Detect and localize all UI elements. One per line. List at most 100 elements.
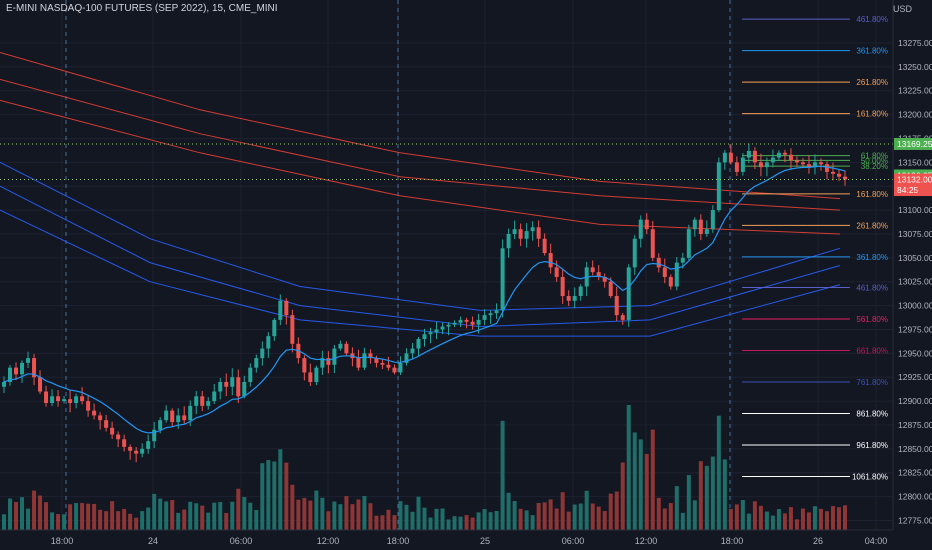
- candle-body: [44, 391, 49, 403]
- candle-body: [776, 152, 781, 158]
- price-tick-label: 13225.00: [898, 86, 932, 96]
- volume-bar: [752, 501, 757, 530]
- volume-bar: [620, 462, 625, 530]
- fib-level-label: 361.80%: [856, 253, 888, 262]
- candle-body: [740, 157, 745, 172]
- price-label-badge: [894, 137, 932, 150]
- candle-body: [470, 321, 475, 325]
- candle-body: [26, 358, 31, 363]
- volume-bar: [230, 501, 235, 530]
- red-band-line: [0, 52, 841, 200]
- candle-body: [524, 231, 529, 239]
- candle-body: [806, 164, 811, 168]
- volume-bar: [134, 517, 139, 530]
- volume-bar: [26, 508, 31, 530]
- candle-body: [680, 257, 685, 263]
- candle-body: [230, 377, 235, 387]
- volume-bar: [836, 507, 841, 530]
- price-axis[interactable]: 13275.0013250.0013225.0013200.0013175.00…: [898, 38, 932, 525]
- price-tick-label: 13250.00: [898, 62, 932, 72]
- volume-bar: [422, 507, 427, 530]
- fib-level-label: 961.80%: [856, 441, 888, 450]
- candle-body: [344, 343, 349, 354]
- volume-bar: [182, 509, 187, 530]
- candle-body: [92, 410, 97, 416]
- candle-body: [722, 152, 727, 163]
- dotted-price-levels: [0, 143, 893, 181]
- volume-bar: [392, 515, 397, 530]
- volume-bar: [542, 502, 547, 530]
- volume-bar: [116, 511, 121, 530]
- volume-bar: [500, 420, 505, 530]
- time-axis[interactable]: 18:00 24 06:00 12:00 18:00 25 06:00 12:00 18:00 2…: [51, 536, 888, 546]
- price-tick-label: 13025.00: [898, 277, 932, 287]
- volume-bar: [710, 456, 715, 530]
- volume-bar: [662, 508, 667, 530]
- candle-body: [422, 334, 427, 340]
- candle-body: [326, 358, 331, 365]
- symbol-title: E-MINI NASDAQ-100 FUTURES (SEP 2022), 15…: [6, 3, 278, 14]
- fibonacci-extension-levels: 461.80% 361.80% 261.80% 161.80% 61.80%50.00%…: [742, 15, 888, 482]
- volume-bar: [266, 459, 271, 530]
- candle-body: [638, 219, 643, 239]
- candle-body: [98, 415, 103, 421]
- candle-body: [380, 362, 385, 365]
- currency-label[interactable]: USD: [892, 4, 912, 14]
- volume-bar: [818, 508, 823, 530]
- volume-bar: [824, 511, 829, 530]
- candle-body: [398, 362, 403, 373]
- fib-level-label: 461.80%: [856, 283, 888, 292]
- volume-bar: [596, 506, 601, 530]
- candle-body: [650, 229, 655, 258]
- volume-bar: [452, 516, 457, 530]
- candle-body: [20, 362, 25, 375]
- fib-level-label: 661.80%: [856, 346, 888, 355]
- candle-body: [152, 429, 157, 442]
- volume-bar: [152, 493, 157, 530]
- volume-bar: [284, 462, 289, 530]
- candle-body: [710, 210, 715, 230]
- price-tick-label: 12875.00: [898, 420, 932, 430]
- price-tick-label: 13200.00: [898, 110, 932, 120]
- candle-body: [176, 415, 181, 423]
- candle-body: [770, 157, 775, 163]
- candle-body: [260, 348, 265, 359]
- volume-bar: [74, 503, 79, 530]
- volume-bar: [494, 511, 499, 530]
- candle-body: [242, 381, 247, 397]
- volume-bar: [332, 501, 337, 530]
- volume-bar: [380, 515, 385, 530]
- price-tick-label: 13100.00: [898, 205, 932, 215]
- candle-body: [50, 396, 55, 403]
- candle-body: [86, 401, 91, 411]
- candle-body: [182, 415, 187, 421]
- fib-level-label: 161.80%: [856, 110, 888, 119]
- candle-body: [530, 227, 535, 232]
- volume-bar: [32, 490, 37, 530]
- time-tick-label: 18:00: [387, 536, 410, 546]
- candle-body: [410, 348, 415, 354]
- candle-body: [512, 229, 517, 234]
- fib-level-label: 161.80%: [856, 190, 888, 199]
- candle-body: [170, 410, 175, 423]
- volume-bar: [398, 501, 403, 530]
- fib-level-label: 261.80%: [856, 221, 888, 230]
- candle-body: [8, 367, 13, 382]
- candle-body: [686, 229, 691, 258]
- candle-body: [614, 296, 619, 316]
- candle-body: [476, 319, 481, 325]
- volume-bar: [812, 506, 817, 530]
- volume-bar: [788, 507, 793, 530]
- candle-body: [794, 160, 799, 163]
- candle-body: [254, 358, 259, 368]
- time-tick-label: 12:00: [635, 536, 658, 546]
- volume-bar: [518, 508, 523, 530]
- candle-body: [212, 391, 217, 402]
- candle-body: [506, 233, 511, 249]
- volume-bar: [110, 501, 115, 530]
- candle-body: [800, 162, 805, 165]
- volume-bar: [716, 415, 721, 530]
- candle-body: [734, 162, 739, 172]
- fib-level-label: 38.20%: [861, 162, 888, 171]
